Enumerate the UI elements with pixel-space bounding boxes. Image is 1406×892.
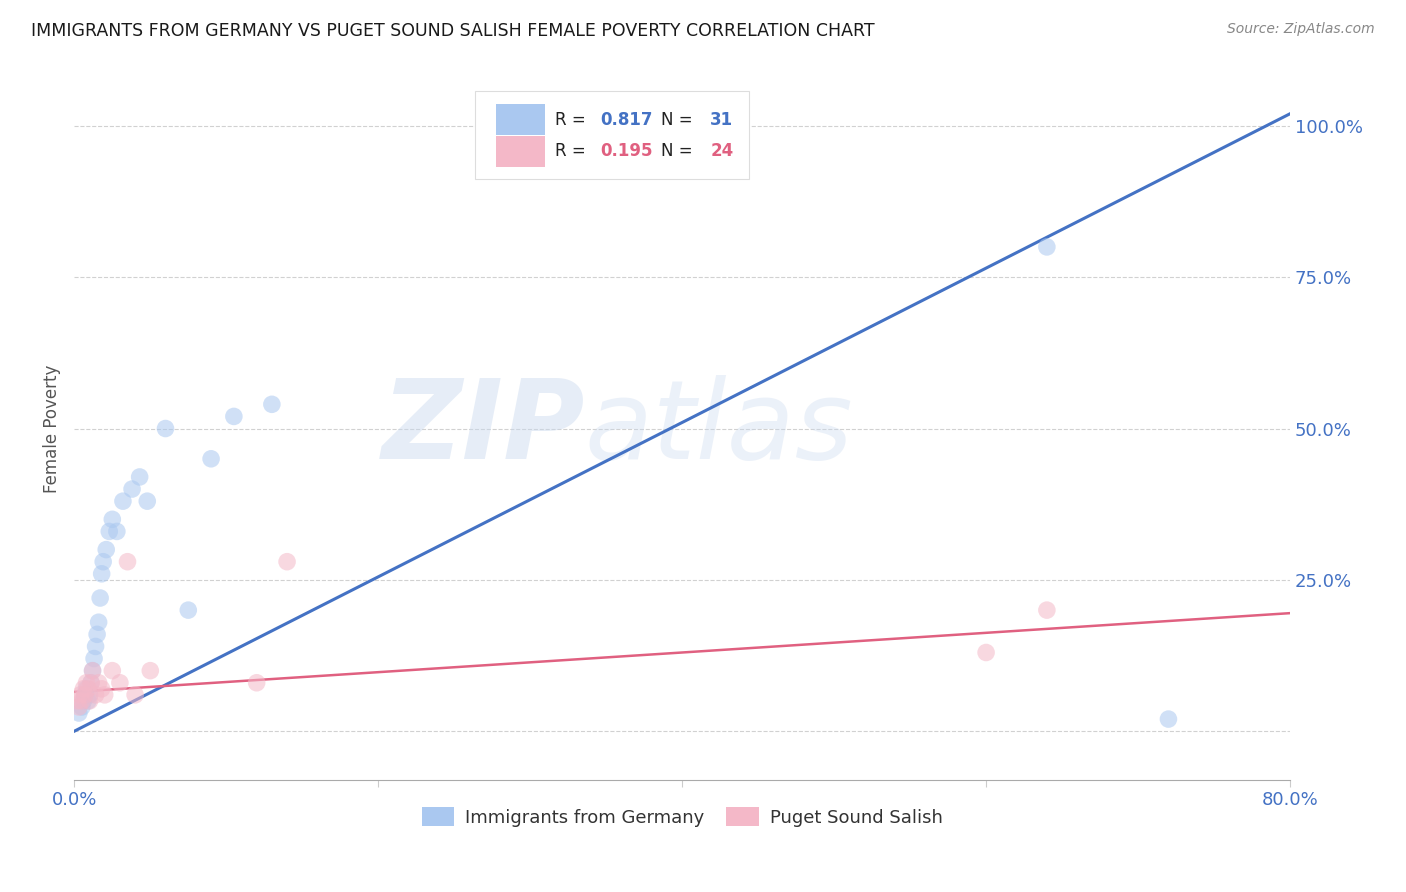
Text: ZIP: ZIP — [381, 375, 585, 482]
Text: IMMIGRANTS FROM GERMANY VS PUGET SOUND SALISH FEMALE POVERTY CORRELATION CHART: IMMIGRANTS FROM GERMANY VS PUGET SOUND S… — [31, 22, 875, 40]
Point — [90, 681, 112, 696]
Point — [67, 700, 90, 714]
Y-axis label: Female Poverty: Female Poverty — [44, 364, 60, 492]
Point — [90, 566, 112, 581]
Point — [974, 645, 997, 659]
Point — [82, 664, 104, 678]
Point — [84, 688, 107, 702]
Point — [70, 700, 93, 714]
Point — [82, 664, 104, 678]
Point — [117, 555, 139, 569]
Point — [79, 694, 101, 708]
Point — [89, 591, 111, 605]
Point — [77, 694, 100, 708]
Point — [1036, 240, 1059, 254]
Point — [96, 542, 118, 557]
Point — [260, 397, 283, 411]
Point — [222, 409, 245, 424]
Text: 24: 24 — [710, 142, 734, 161]
Point — [139, 664, 162, 678]
Point — [111, 494, 134, 508]
Point — [128, 470, 150, 484]
Point — [80, 675, 103, 690]
Text: atlas: atlas — [585, 375, 853, 482]
Point — [76, 681, 98, 696]
Text: R =: R = — [554, 111, 591, 128]
Point — [136, 494, 159, 508]
FancyBboxPatch shape — [496, 136, 544, 168]
Legend: Immigrants from Germany, Puget Sound Salish: Immigrants from Germany, Puget Sound Sal… — [415, 800, 949, 834]
Text: 0.195: 0.195 — [600, 142, 654, 161]
Point — [91, 555, 114, 569]
Point — [73, 688, 96, 702]
Point — [87, 675, 110, 690]
Point — [101, 664, 124, 678]
Point — [121, 482, 143, 496]
Point — [101, 512, 124, 526]
Point — [246, 675, 269, 690]
Point — [124, 688, 146, 702]
Point — [105, 524, 128, 539]
Point — [83, 651, 105, 665]
Point — [276, 555, 298, 569]
FancyBboxPatch shape — [496, 104, 544, 135]
Point — [72, 694, 94, 708]
Point — [1157, 712, 1180, 726]
Point — [1036, 603, 1059, 617]
Point — [177, 603, 200, 617]
Point — [98, 524, 121, 539]
Point — [84, 640, 107, 654]
Point — [77, 681, 100, 696]
Text: 0.817: 0.817 — [600, 111, 654, 128]
Point — [155, 421, 177, 435]
Point — [80, 675, 103, 690]
Point — [70, 694, 93, 708]
Text: Source: ZipAtlas.com: Source: ZipAtlas.com — [1227, 22, 1375, 37]
Point — [87, 615, 110, 630]
Point — [72, 681, 94, 696]
Point — [200, 451, 222, 466]
FancyBboxPatch shape — [475, 92, 749, 179]
Text: 31: 31 — [710, 111, 734, 128]
Point — [69, 688, 91, 702]
Point — [79, 688, 101, 702]
Point — [66, 694, 89, 708]
Point — [108, 675, 131, 690]
Point — [73, 688, 96, 702]
Text: N =: N = — [661, 142, 699, 161]
Point — [67, 706, 90, 720]
Text: N =: N = — [661, 111, 699, 128]
Point — [76, 675, 98, 690]
Point — [86, 627, 108, 641]
Text: R =: R = — [554, 142, 591, 161]
Point — [93, 688, 115, 702]
